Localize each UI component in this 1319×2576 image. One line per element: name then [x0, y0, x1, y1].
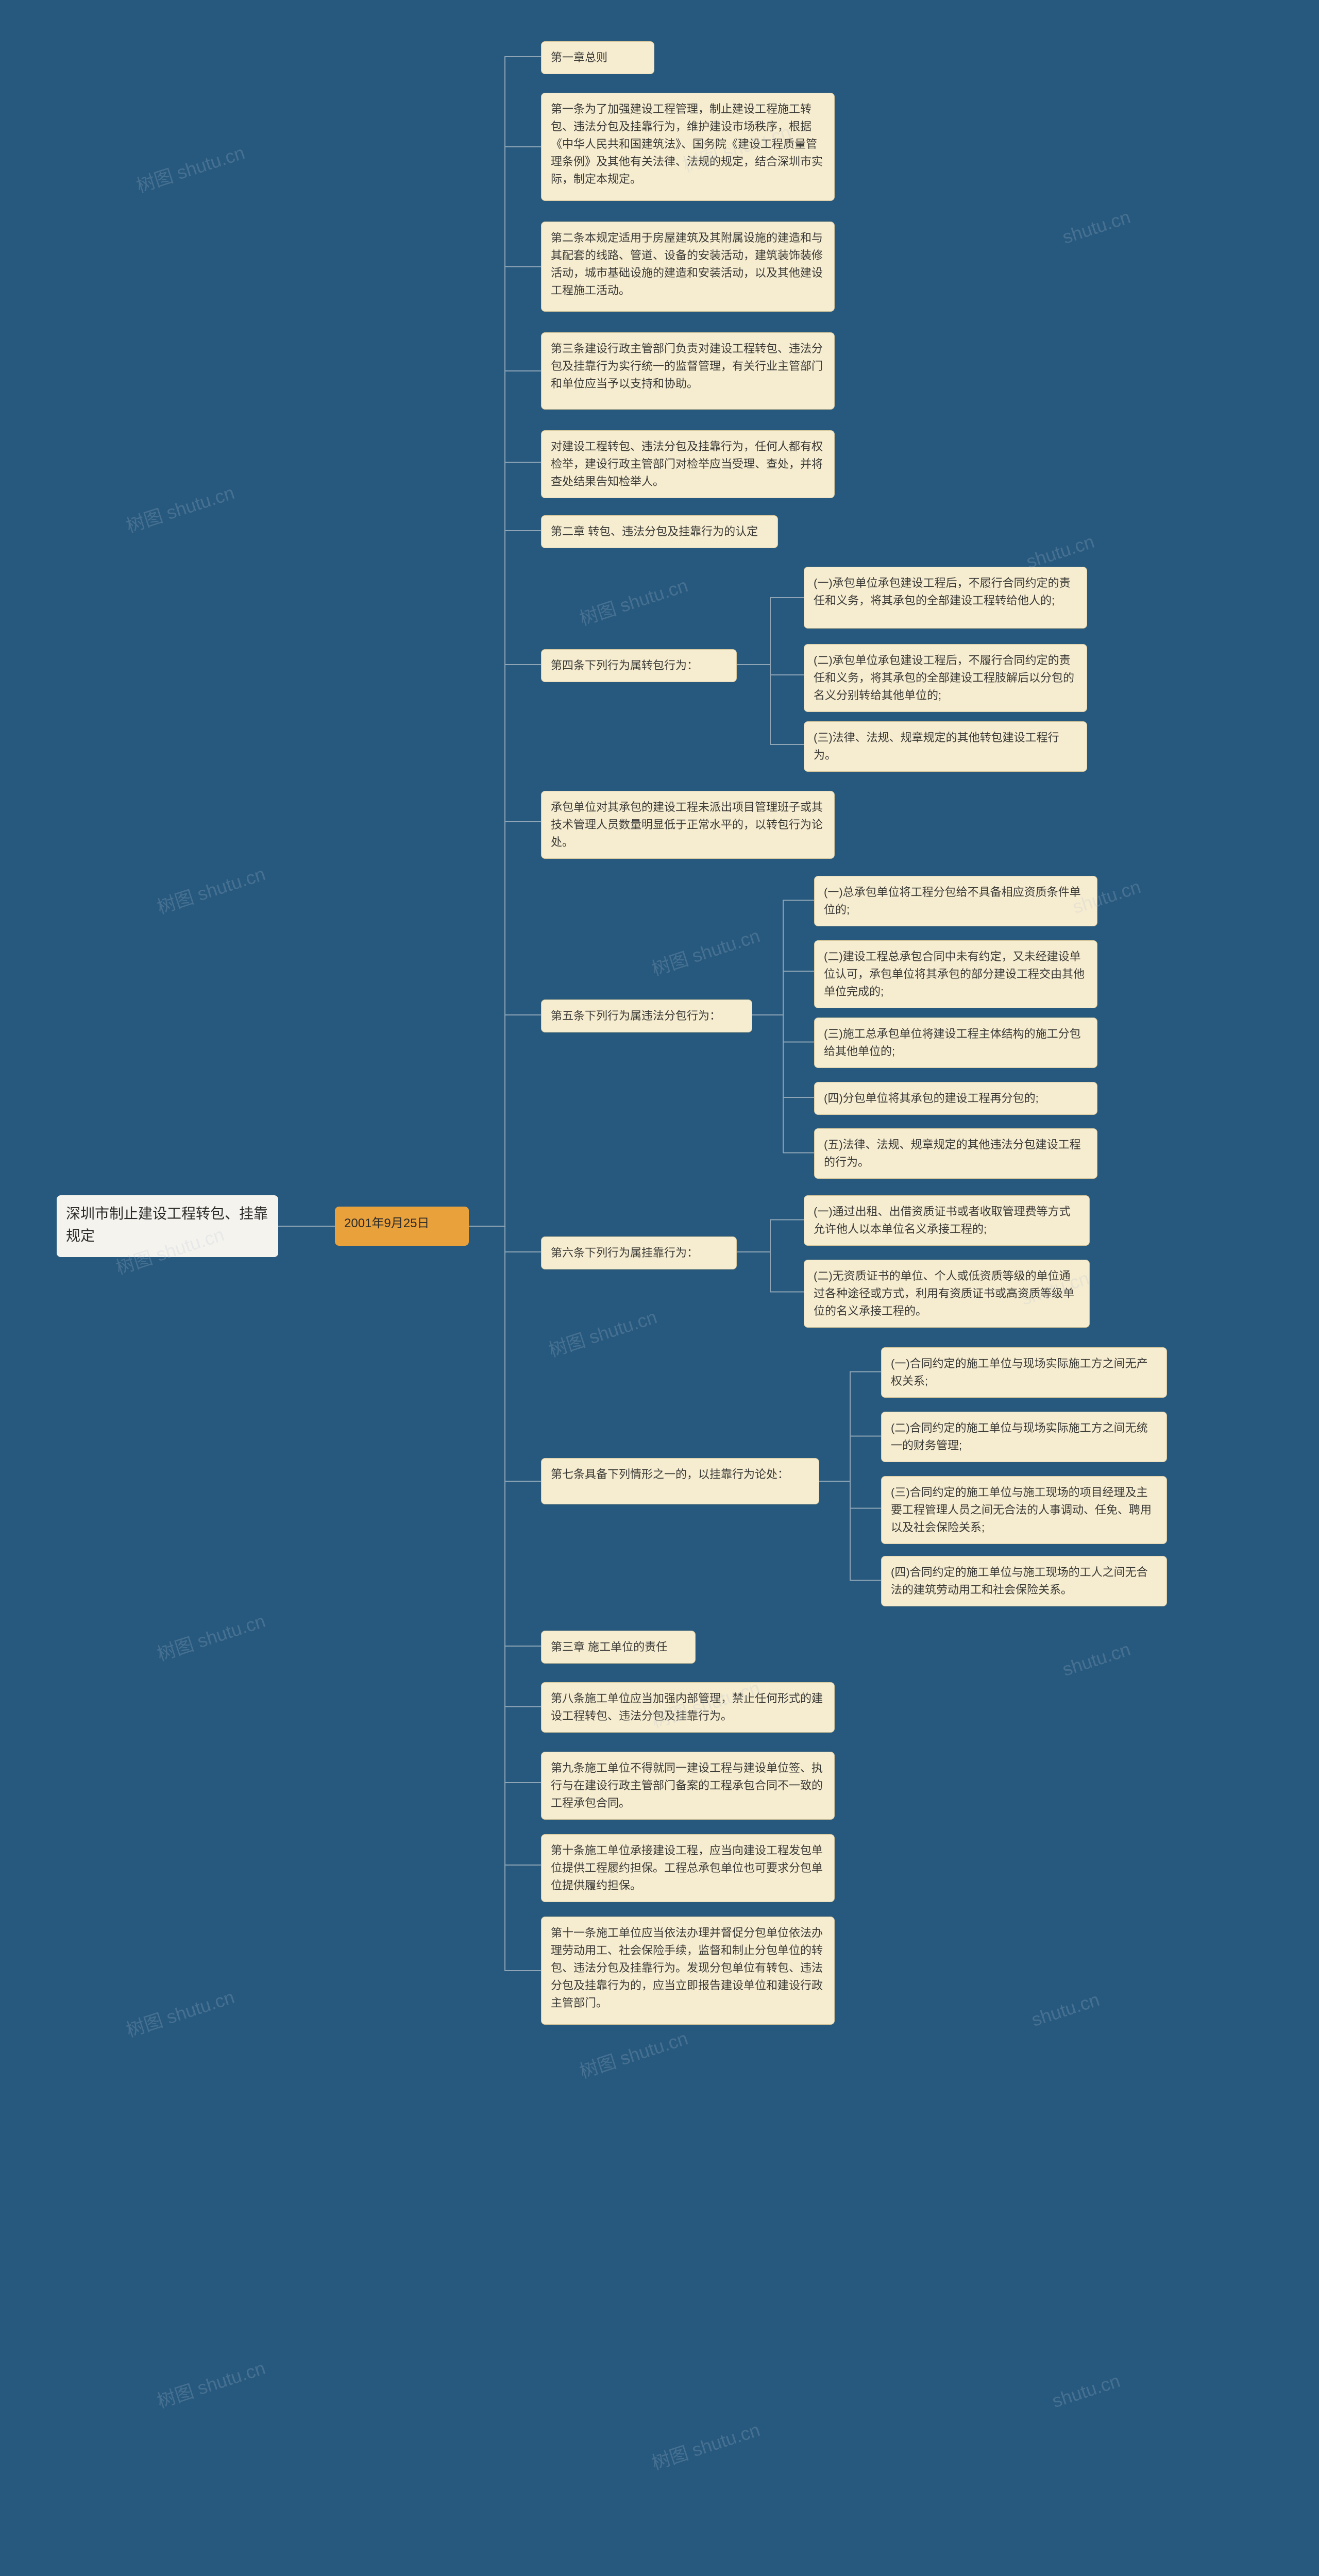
- mindmap-node: 第六条下列行为属挂靠行为：: [541, 1236, 737, 1269]
- mindmap-node: (三)施工总承包单位将建设工程主体结构的施工分包给其他单位的;: [814, 1018, 1097, 1068]
- mindmap-node: 第一条为了加强建设工程管理，制止建设工程施工转包、违法分包及挂靠行为，维护建设市…: [541, 93, 835, 201]
- mindmap-node: (三)合同约定的施工单位与施工现场的项目经理及主要工程管理人员之间无合法的人事调…: [881, 1476, 1167, 1544]
- mindmap-node: 第一章总则: [541, 41, 654, 74]
- mindmap-node: 承包单位对其承包的建设工程未派出项目管理班子或其技术管理人员数量明显低于正常水平…: [541, 791, 835, 859]
- mindmap-node: 第二条本规定适用于房屋建筑及其附属设施的建造和与其配套的线路、管道、设备的安装活…: [541, 222, 835, 312]
- watermark: shutu.cn: [1050, 2370, 1123, 2412]
- watermark: 树图 shutu.cn: [122, 478, 237, 538]
- mindmap-canvas: 深圳市制止建设工程转包、挂靠规定 2001年9月25日 第一章总则第一条为了加强建设…: [0, 0, 1319, 2576]
- mindmap-node: 对建设工程转包、违法分包及挂靠行为，任何人都有权检举，建设行政主管部门对检举应当…: [541, 430, 835, 498]
- mindmap-node: 深圳市制止建设工程转包、挂靠规定: [57, 1195, 278, 1257]
- watermark: 树图 shutu.cn: [576, 571, 690, 631]
- watermark: shutu.cn: [1060, 206, 1133, 248]
- mindmap-node: (一)通过出租、出借资质证书或者收取管理费等方式允许他人以本单位名义承接工程的;: [804, 1195, 1090, 1246]
- mindmap-node: (二)建设工程总承包合同中未有约定，又未经建设单位认可，承包单位将其承包的部分建…: [814, 940, 1097, 1008]
- mindmap-node: 第八条施工单位应当加强内部管理，禁止任何形式的建设工程转包、违法分包及挂靠行为。: [541, 1682, 835, 1733]
- watermark: shutu.cn: [1060, 1638, 1133, 1681]
- mindmap-node: (二)无资质证书的单位、个人或低资质等级的单位通过各种途径或方式，利用有资质证书…: [804, 1260, 1090, 1328]
- mindmap-node: 第七条具备下列情形之一的，以挂靠行为论处：: [541, 1458, 819, 1504]
- mindmap-node: (二)合同约定的施工单位与现场实际施工方之间无统一的财务管理;: [881, 1412, 1167, 1462]
- watermark: 树图 shutu.cn: [153, 859, 268, 920]
- watermark: 树图 shutu.cn: [648, 921, 763, 981]
- mindmap-node: (五)法律、法规、规章规定的其他违法分包建设工程的行为。: [814, 1128, 1097, 1179]
- watermark: 树图 shutu.cn: [648, 2415, 763, 2476]
- watermark: 树图 shutu.cn: [153, 1606, 268, 1667]
- mindmap-node: 第四条下列行为属转包行为：: [541, 649, 737, 682]
- watermark: 树图 shutu.cn: [545, 1302, 660, 1363]
- mindmap-node: 第三章 施工单位的责任: [541, 1631, 696, 1664]
- mindmap-node: (一)合同约定的施工单位与现场实际施工方之间无产权关系;: [881, 1347, 1167, 1398]
- mindmap-node: 第二章 转包、违法分包及挂靠行为的认定: [541, 515, 778, 548]
- mindmap-node: 第十条施工单位承接建设工程，应当向建设工程发包单位提供工程履约担保。工程总承包单…: [541, 1834, 835, 1902]
- mindmap-node: 2001年9月25日: [335, 1207, 469, 1246]
- mindmap-node: (一)承包单位承包建设工程后，不履行合同约定的责任和义务，将其承包的全部建设工程…: [804, 567, 1087, 629]
- mindmap-node: 第九条施工单位不得就同一建设工程与建设单位签、执行与在建设行政主管部门备案的工程…: [541, 1752, 835, 1820]
- mindmap-node: (二)承包单位承包建设工程后，不履行合同约定的责任和义务，将其承包的全部建设工程…: [804, 644, 1087, 712]
- watermark: shutu.cn: [1029, 1989, 1102, 2031]
- watermark: 树图 shutu.cn: [122, 1982, 237, 2043]
- watermark: 树图 shutu.cn: [153, 2353, 268, 2414]
- mindmap-node: (一)总承包单位将工程分包给不具备相应资质条件单位的;: [814, 876, 1097, 926]
- watermark: 树图 shutu.cn: [132, 138, 247, 198]
- mindmap-node: (四)分包单位将其承包的建设工程再分包的;: [814, 1082, 1097, 1115]
- mindmap-node: 第五条下列行为属违法分包行为：: [541, 999, 752, 1032]
- mindmap-node: (三)法律、法规、规章规定的其他转包建设工程行为。: [804, 721, 1087, 772]
- watermark: 树图 shutu.cn: [576, 2024, 690, 2084]
- mindmap-node: 第三条建设行政主管部门负责对建设工程转包、违法分包及挂靠行为实行统一的监督管理，…: [541, 332, 835, 410]
- mindmap-node: 第十一条施工单位应当依法办理并督促分包单位依法办理劳动用工、社会保险手续，监督和…: [541, 1917, 835, 2025]
- mindmap-node: (四)合同约定的施工单位与施工现场的工人之间无合法的建筑劳动用工和社会保险关系。: [881, 1556, 1167, 1606]
